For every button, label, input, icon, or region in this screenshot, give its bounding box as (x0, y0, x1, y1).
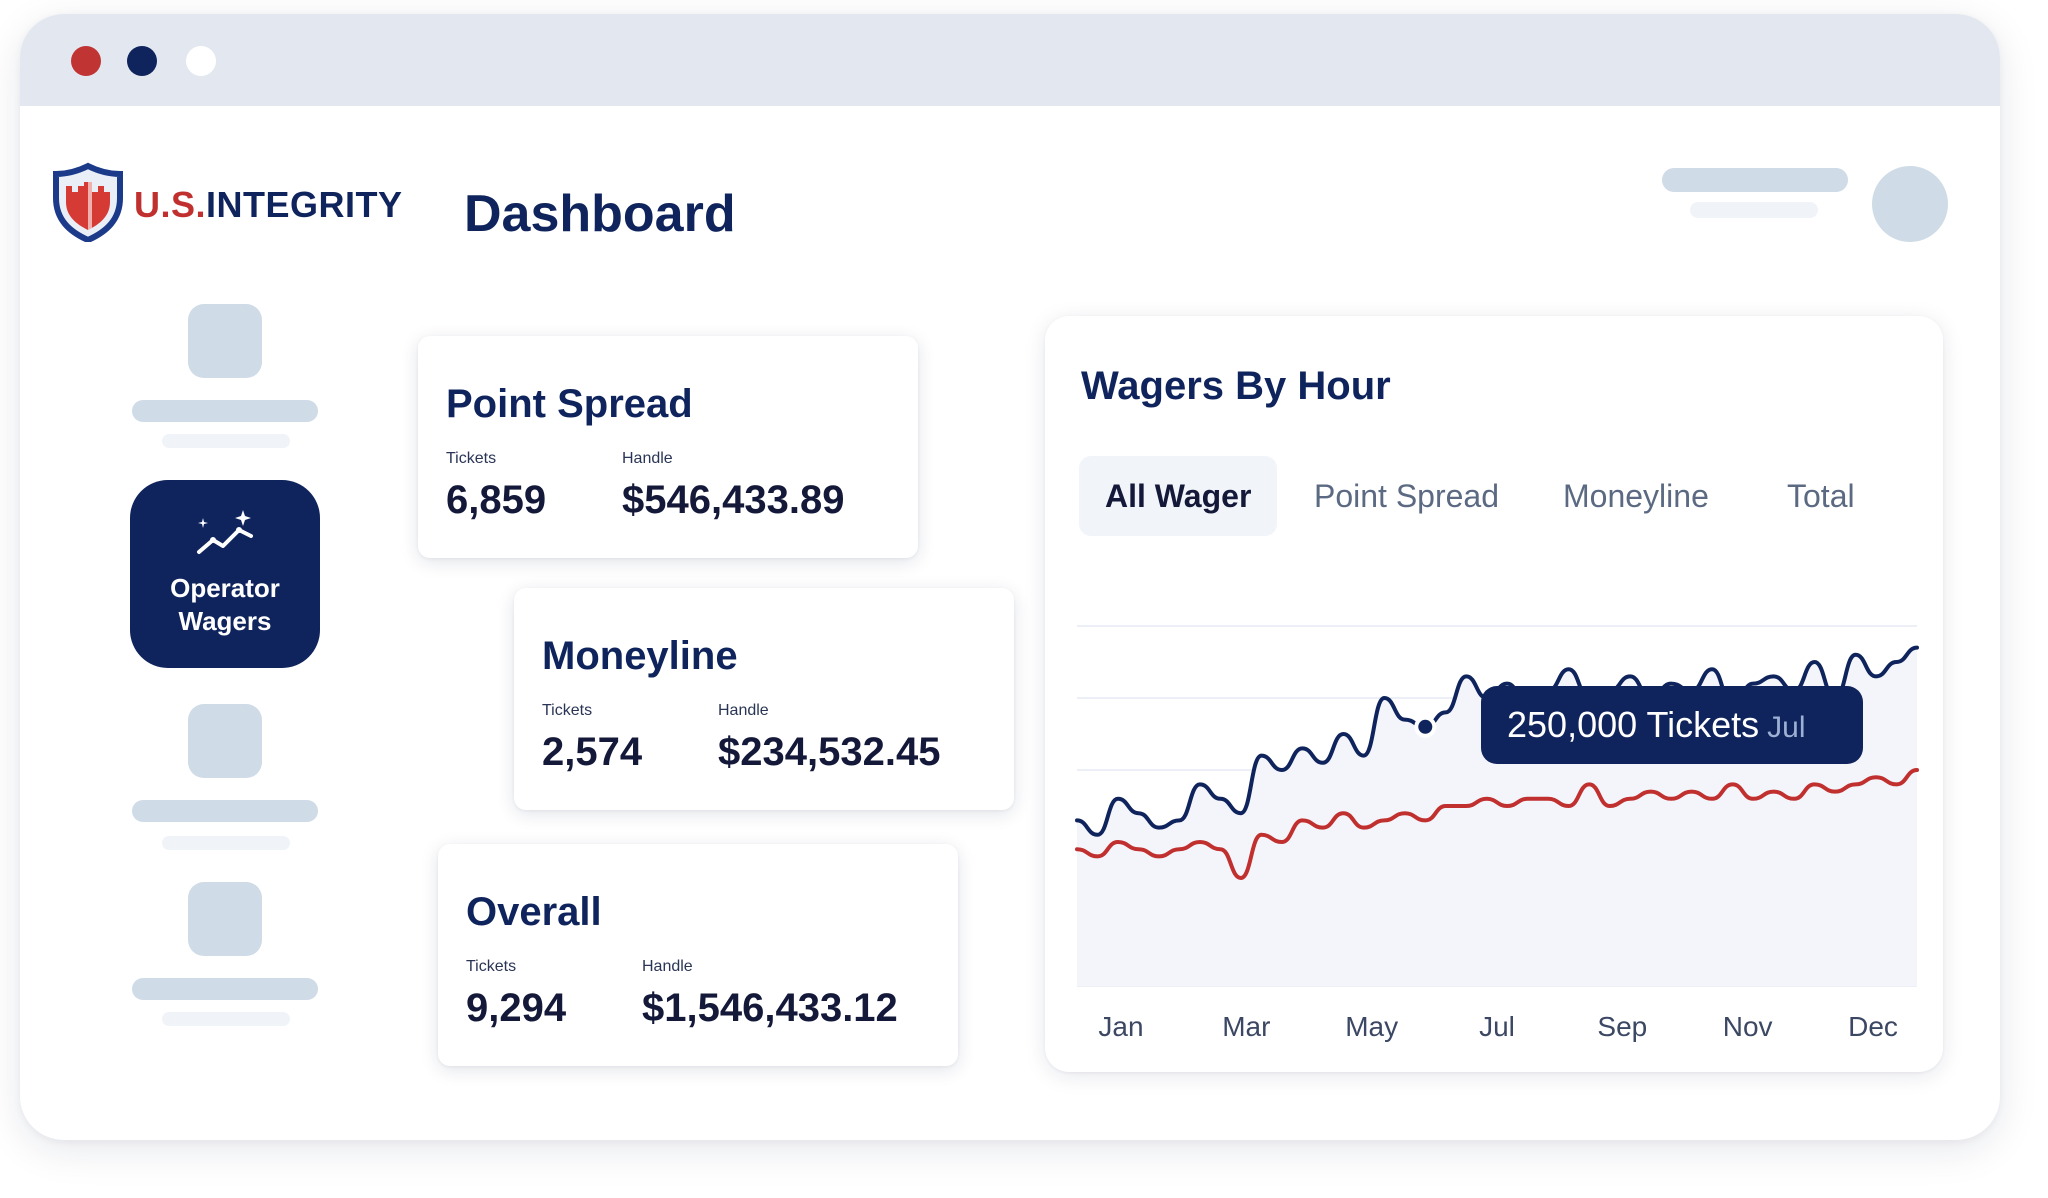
brand-logo[interactable]: U.S.INTEGRITY (52, 162, 412, 244)
card-title: Moneyline (542, 634, 738, 678)
card-title: Overall (466, 890, 602, 934)
x-tick-label: Jan (1098, 1011, 1143, 1042)
brand-wordmark: U.S.INTEGRITY (134, 184, 403, 225)
user-name-placeholder (1662, 168, 1848, 192)
tooltip-month: Jul (1767, 711, 1806, 744)
tickets-label: Tickets (466, 958, 517, 975)
close-window-button[interactable] (71, 46, 101, 76)
user-subtitle-placeholder (1690, 202, 1818, 218)
tab-total[interactable]: Total (1787, 478, 1855, 514)
sidebar-item-placeholder-icon[interactable] (188, 704, 262, 778)
sidebar-item-placeholder-sublabel (162, 836, 290, 850)
sparkle-trend-icon (197, 510, 253, 554)
sidebar-item-placeholder-icon[interactable] (188, 882, 262, 956)
highlight-point[interactable] (1414, 715, 1437, 738)
shield-icon (53, 162, 123, 244)
card-title: Point Spread (446, 382, 693, 426)
x-tick-label: Jul (1479, 1011, 1515, 1042)
chart-tooltip: 250,000 Tickets Jul (1481, 686, 1863, 764)
sidebar-item-placeholder-label (132, 400, 318, 422)
x-tick-label: Dec (1848, 1011, 1898, 1042)
handle-label: Handle (642, 958, 693, 975)
tickets-label: Tickets (446, 450, 497, 467)
moneyline-card[interactable]: Moneyline Tickets Handle 2,574 $234,532.… (514, 588, 1014, 810)
tickets-value: 6,859 (446, 478, 547, 522)
handle-value: $546,433.89 (622, 478, 845, 522)
sidebar-item-placeholder-label (132, 978, 318, 1000)
tickets-label: Tickets (542, 702, 593, 719)
sidebar-item-placeholder-label (132, 800, 318, 822)
x-tick-label: Mar (1222, 1011, 1270, 1042)
browser-window: U.S.INTEGRITY Dashboard Operator Wagers … (20, 14, 2000, 1140)
sidebar-item-placeholder-icon[interactable] (188, 304, 262, 378)
point-spread-card[interactable]: Point Spread Tickets Handle 6,859 $546,4… (418, 336, 918, 558)
overall-card[interactable]: Overall Tickets Handle 9,294 $1,546,433.… (438, 844, 958, 1066)
page-title: Dashboard (464, 185, 736, 243)
chart-title: Wagers By Hour (1081, 364, 1391, 408)
tickets-value: 2,574 (542, 730, 643, 774)
sidebar-item-label: Operator Wagers (170, 573, 280, 636)
x-tick-label: Sep (1597, 1011, 1647, 1042)
x-tick-label: May (1345, 1011, 1398, 1042)
tab-all-wager[interactable]: All Wager (1079, 456, 1278, 536)
avatar[interactable] (1872, 166, 1948, 242)
x-tick-label: Nov (1723, 1011, 1773, 1042)
wagers-by-hour-panel: Wagers By Hour All Wager Point Spread Mo… (1045, 316, 1943, 1072)
handle-value: $234,532.45 (718, 730, 941, 774)
tickets-value: 9,294 (466, 986, 567, 1030)
maximize-window-button[interactable] (186, 46, 216, 76)
tab-point-spread[interactable]: Point Spread (1314, 478, 1500, 514)
series-red-line (1075, 768, 1919, 881)
minimize-window-button[interactable] (127, 46, 157, 76)
title-bar (20, 14, 2000, 106)
handle-label: Handle (718, 702, 769, 719)
handle-value: $1,546,433.12 (642, 986, 898, 1030)
sidebar-item-operator-wagers[interactable]: Operator Wagers (130, 480, 320, 668)
tooltip-value: 250,000 Tickets (1507, 704, 1760, 745)
tab-moneyline[interactable]: Moneyline (1563, 478, 1709, 514)
sidebar-item-placeholder-sublabel (162, 1012, 290, 1026)
sidebar-item-placeholder-sublabel (162, 434, 290, 448)
handle-label: Handle (622, 450, 673, 467)
